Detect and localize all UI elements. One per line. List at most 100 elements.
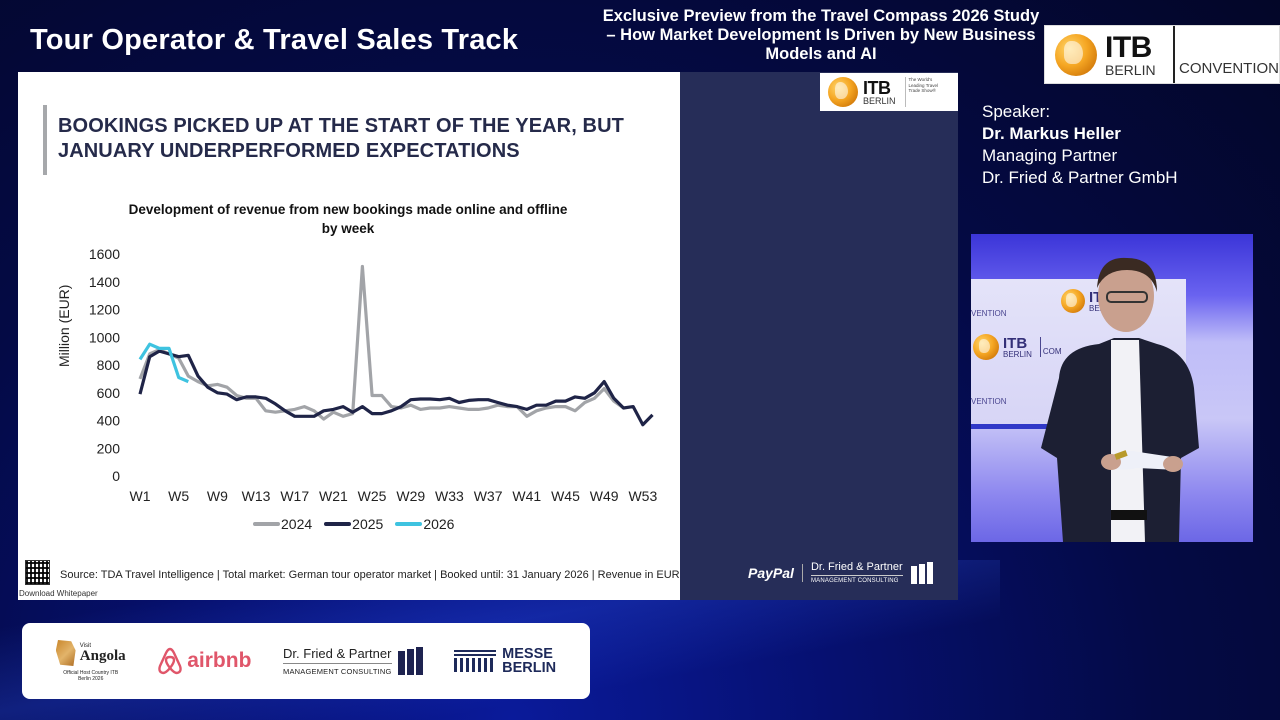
series-line-2025: [138, 349, 654, 427]
messe-logo-icon: [454, 650, 497, 672]
legend-swatch-2025: [324, 522, 352, 526]
globe-icon: [1055, 33, 1097, 76]
backdrop-text: VENTION: [971, 397, 1007, 406]
track-title: Tour Operator & Travel Sales Track: [30, 24, 519, 56]
paypal-logo: PayPal: [748, 565, 794, 581]
dfp-logo-small: Dr. Fried & Partner MANAGEMENT CONSULTIN…: [810, 562, 903, 584]
chart-title-line-2: by week: [321, 221, 375, 236]
slide-side-panel: ITB BERLIN The World's Leading Travel Tr…: [680, 72, 958, 600]
y-axis-ticks: 0 200 400 600 800 1000 1200 1400 1600: [89, 246, 120, 484]
x-tick-label: W29: [396, 488, 425, 504]
backdrop-itb-logo-2: ITB BERLIN COM: [973, 334, 1062, 360]
y-tick-label: 0: [112, 468, 120, 484]
sponsor-airbnb[interactable]: airbnb: [157, 647, 251, 675]
x-tick-label: W13: [242, 488, 271, 504]
chart-title: Development of revenue from new bookings…: [98, 200, 598, 238]
angola-word: Angola: [79, 647, 126, 664]
chart-legend: 2024 2025 2026: [253, 516, 454, 532]
dfp-sub: MANAGEMENT CONSULTING: [283, 667, 392, 676]
slide-itb-logo: ITB BERLIN The World's Leading Travel Tr…: [820, 73, 958, 111]
series-line-2024: [138, 264, 625, 421]
speaker-info: Speaker: Dr. Markus Heller Managing Part…: [982, 101, 1178, 189]
globe-icon: [828, 77, 858, 107]
x-tick-label: W9: [207, 488, 228, 504]
x-tick-label: W1: [130, 488, 151, 504]
speaker-role: Managing Partner: [982, 146, 1118, 165]
x-tick-label: W5: [168, 488, 189, 504]
legend-item-2025: 2025: [324, 516, 383, 532]
messe-line-2: BERLIN: [502, 660, 557, 676]
y-tick-label: 1200: [89, 302, 120, 318]
speaker-person: [1041, 257, 1199, 542]
backdrop-text: COM: [1039, 337, 1062, 357]
speaker-label: Speaker:: [982, 102, 1051, 121]
session-title: Exclusive Preview from the Travel Compas…: [602, 7, 1040, 63]
x-tick-label: W37: [474, 488, 503, 504]
presentation-slide: BOOKINGS PICKED UP AT THE START OF THE Y…: [18, 72, 958, 600]
legend-label: 2024: [281, 516, 313, 532]
logo-divider: [801, 564, 803, 582]
berlin-text: BERLIN: [1003, 349, 1032, 359]
airbnb-word: airbnb: [187, 649, 252, 672]
convention-label: CONVENTION: [1178, 60, 1279, 77]
legend-label: 2026: [423, 516, 455, 532]
headline-accent-bar: [43, 105, 47, 175]
sponsor-bar: Visit Angola Official Host Country ITB B…: [22, 623, 590, 699]
x-tick-label: W49: [590, 488, 619, 504]
legend-swatch-2024: [253, 522, 280, 526]
airbnb-belo-icon: [158, 647, 183, 675]
qr-code-icon[interactable]: [25, 560, 50, 585]
x-tick-label: W25: [358, 488, 387, 504]
globe-icon: [1061, 289, 1085, 313]
globe-icon: [973, 334, 999, 360]
legend-item-2026: 2026: [395, 516, 454, 532]
itb-logo-berlin: BERLIN: [863, 95, 896, 106]
backdrop-text: VENTION: [971, 309, 1007, 318]
chart-title-line-1: Development of revenue from new bookings…: [128, 202, 568, 217]
angola-visit: Visit: [79, 642, 92, 649]
chart-lines: [138, 264, 654, 427]
y-tick-label: 1000: [89, 329, 120, 345]
x-tick-label: W53: [628, 488, 657, 504]
angola-caption: Official Host Country ITB Berlin 2026: [63, 670, 119, 682]
series-line-2026: [138, 342, 189, 384]
x-tick-label: W21: [319, 488, 348, 504]
y-tick-label: 200: [97, 440, 121, 456]
x-axis-ticks: W1 W5 W9 W13 W17 W21 W25 W29 W33 W37 W41 W45 W49 W53: [130, 488, 658, 504]
source-note: Source: TDA Travel Intelligence | Total …: [60, 569, 680, 581]
slide-content: BOOKINGS PICKED UP AT THE START OF THE Y…: [18, 72, 680, 600]
sponsor-visit-angola[interactable]: Visit Angola Official Host Country ITB B…: [55, 640, 126, 682]
y-tick-label: 600: [97, 385, 121, 401]
x-tick-label: W41: [512, 488, 541, 504]
itb-text: ITB: [1003, 334, 1028, 352]
angola-map-icon: [55, 640, 76, 666]
sponsor-messe-berlin[interactable]: MESSE BERLIN: [454, 647, 556, 675]
y-tick-label: 800: [97, 357, 121, 373]
itb-logo-text: ITB: [1105, 30, 1152, 64]
dfp-name: Dr. Fried & Partner: [810, 562, 903, 576]
dfp-bars-icon: [910, 562, 933, 584]
dfp-sub: MANAGEMENT CONSULTING: [810, 578, 899, 584]
x-tick-label: W33: [435, 488, 464, 504]
dfp-bars-icon: [397, 647, 423, 675]
headline-line-1: BOOKINGS PICKED UP AT THE START OF THE Y…: [58, 115, 624, 137]
y-tick-label: 1600: [89, 246, 120, 262]
legend-label: 2025: [352, 516, 384, 532]
legend-item-2024: 2024: [253, 516, 312, 532]
dfp-name: Dr. Fried & Partner: [283, 646, 392, 664]
headline-line-2: JANUARY UNDERPERFORMED EXPECTATIONS: [58, 140, 520, 162]
itb-logo-text: ITB: [863, 77, 891, 98]
x-tick-label: W45: [551, 488, 580, 504]
speaker-name: Dr. Markus Heller: [982, 124, 1121, 143]
sponsor-dr-fried-partner[interactable]: Dr. Fried & Partner MANAGEMENT CONSULTIN…: [283, 646, 423, 676]
itb-logo-berlin: BERLIN: [1105, 61, 1156, 78]
itb-tagline: The World's Leading Travel Trade Show®: [904, 77, 939, 107]
slide-headline: BOOKINGS PICKED UP AT THE START OF THE Y…: [58, 114, 668, 164]
slide-footer-logos: PayPal Dr. Fried & Partner MANAGEMENT CO…: [748, 562, 933, 584]
y-tick-label: 400: [97, 413, 121, 429]
messe-line-1: MESSE: [502, 646, 553, 662]
download-whitepaper-label: Download Whitepaper: [19, 589, 98, 598]
speaker-company: Dr. Fried & Partner GmbH: [982, 168, 1178, 187]
